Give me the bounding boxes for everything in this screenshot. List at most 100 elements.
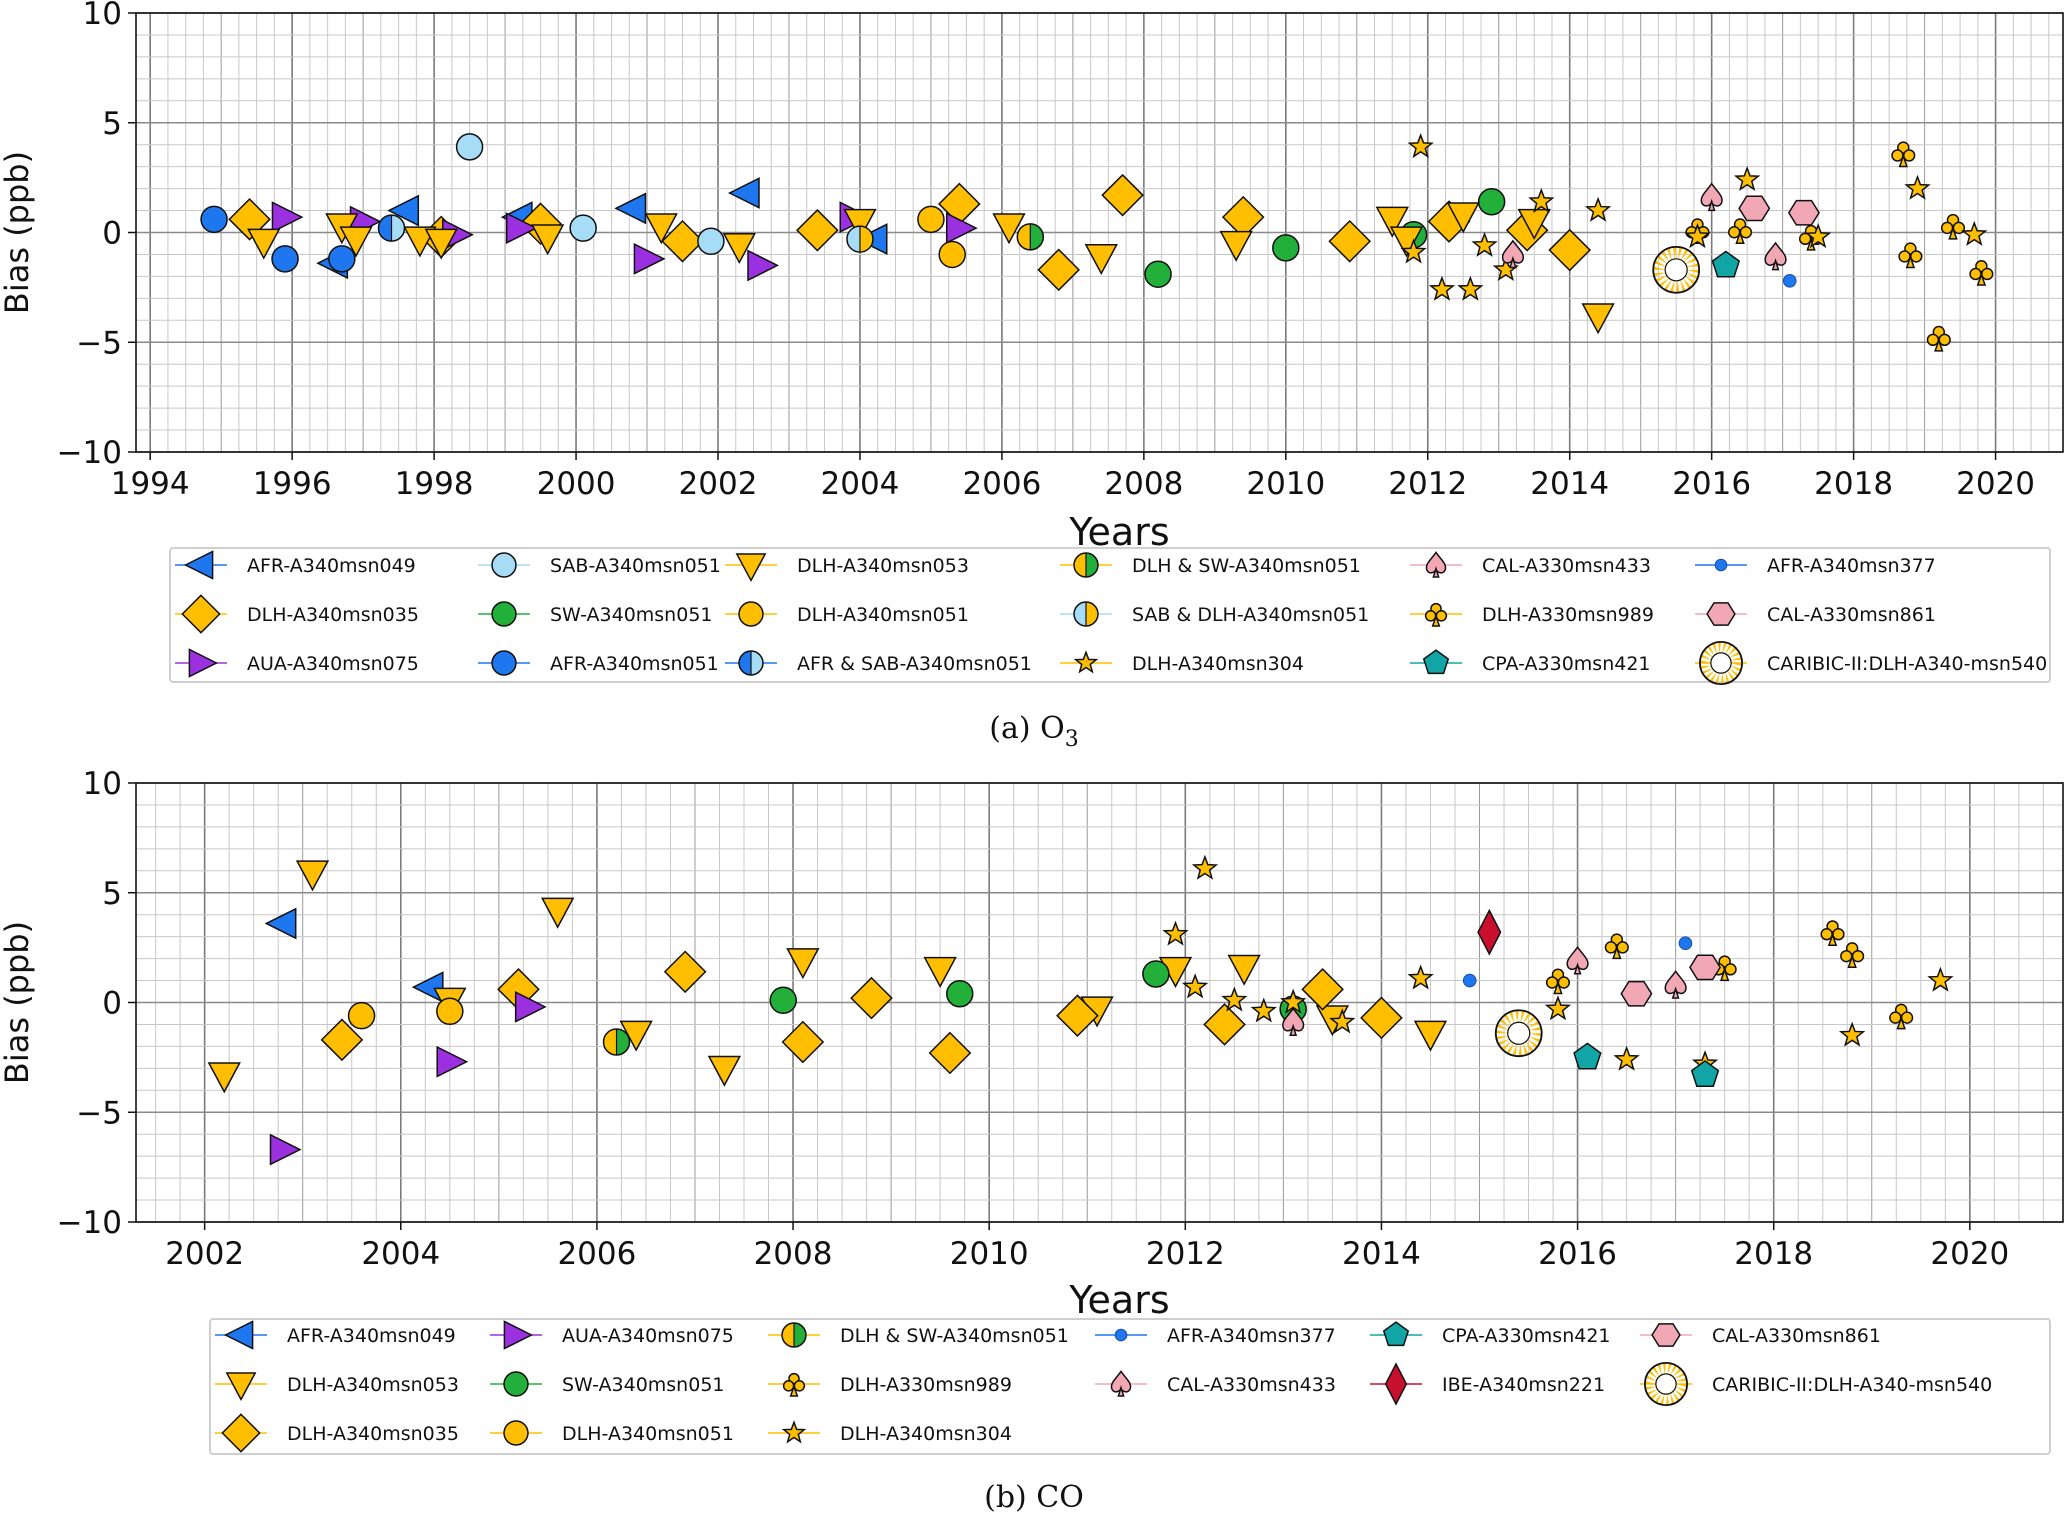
legend-item-dlh-a340msn053: DLH-A340msn053 <box>215 1372 459 1402</box>
legend-marker <box>782 1372 806 1397</box>
point-dlh-a340msn304 <box>1471 231 1498 257</box>
x-tick-label: 2018 <box>1734 1236 1813 1272</box>
y-tick-label: 10 <box>83 0 122 32</box>
x-tick-label: 2020 <box>1956 466 2035 502</box>
x-tick-label: 1996 <box>253 466 332 502</box>
point-cal-a330msn861 <box>1787 199 1820 226</box>
data-points <box>207 854 1954 1166</box>
legend-marker <box>188 648 219 678</box>
y-tick-label: −5 <box>76 1095 122 1131</box>
point-dlh-a340msn304 <box>1181 973 1209 999</box>
point-dlh-a340msn304 <box>1528 187 1555 213</box>
series-dlh-a340msn035 <box>228 173 1592 292</box>
point-dlh-a330msn989 <box>1545 968 1571 995</box>
legend-label: CAL-A330msn861 <box>1767 604 1936 626</box>
point-sw-a340msn051 <box>1272 234 1300 262</box>
series-afr-sab-a340msn051 <box>377 214 406 242</box>
gridlines <box>136 782 2063 1223</box>
point-dlh-a340msn035 <box>1328 219 1372 263</box>
point-cal-a330msn861 <box>1620 980 1653 1007</box>
point-dlh-a340msn035 <box>928 1031 972 1075</box>
point-cal-a330msn433 <box>1501 239 1525 269</box>
point-dlh-a340msn304 <box>1329 1008 1356 1034</box>
legend: AFR-A340msn049 DLH-A340msn035 AUA-A340msn0… <box>169 547 2051 686</box>
legend-item-afr-a340msn377: AFR-A340msn377 <box>1095 1325 1336 1347</box>
legend-item-caribic-ii-dlh-a340-msn540: CARIBIC-II:DLH-A340-msn540 <box>1640 1361 1992 1407</box>
point-afr-a340msn377 <box>1678 936 1693 951</box>
legend-marker <box>1384 1362 1408 1406</box>
point-dlh-a340msn053 <box>531 224 565 256</box>
x-tick-label: 1994 <box>111 466 190 502</box>
point-caribic-ii-dlh-a340-msn540 <box>1652 245 1701 294</box>
legend-item-ibe-a340msn221: IBE-A340msn221 <box>1370 1362 1605 1406</box>
series-sab-dlh-a340msn051 <box>846 225 874 253</box>
point-sab-a340msn051 <box>455 133 484 161</box>
legend-label: DLH-A340msn051 <box>797 604 969 626</box>
point-dlh-a340msn053 <box>923 956 957 988</box>
legend-marker <box>781 1420 807 1444</box>
point-sw-a340msn051 <box>1142 960 1170 988</box>
legend-item-dlh-a340msn035: DLH-A340msn035 <box>175 594 419 634</box>
legend-item-dlh-sw-a340msn051: DLH & SW-A340msn051 <box>768 1322 1069 1348</box>
point-dlh-a340msn053 <box>1227 954 1261 986</box>
x-tick-label: 2016 <box>1672 466 1751 502</box>
point-dlh-a330msn989 <box>1926 325 1951 352</box>
x-tick-label: 2002 <box>679 466 758 502</box>
legend-item-aua-a340msn075: AUA-A340msn075 <box>490 1320 734 1350</box>
legend-marker <box>225 1372 257 1402</box>
point-dlh-a340msn304 <box>1904 174 1931 200</box>
x-tick-label: 2014 <box>1342 1236 1421 1272</box>
point-dlh-a340msn053 <box>424 228 458 260</box>
series-dlh-a340msn035 <box>320 950 1403 1075</box>
x-tick-label: 2010 <box>1246 466 1325 502</box>
point-sw-a340msn051 <box>769 986 797 1015</box>
legend-marker <box>738 601 764 627</box>
legend-label: CAL-A330msn433 <box>1167 1374 1336 1396</box>
series-afr-a340msn049 <box>264 907 444 1004</box>
legend-label: DLH-A340msn304 <box>1132 653 1304 675</box>
series-dlh-a340msn304 <box>1684 165 1988 249</box>
point-cal-a330msn433 <box>1664 970 1687 999</box>
point-dlh-a340msn304 <box>1927 966 1954 992</box>
point-dlh-a340msn035 <box>781 1020 825 1064</box>
x-tick-label: 2000 <box>537 466 616 502</box>
point-cal-a330msn433 <box>1282 1007 1305 1037</box>
legend-marker <box>181 594 221 634</box>
y-tick-label: −5 <box>76 325 122 361</box>
point-dlh-a330msn989 <box>1840 942 1865 968</box>
chart-o3: 1994 1996 1998 2000 2002 2004 2006 2008 2010 2012… <box>0 0 2064 752</box>
x-tick-label: 2006 <box>962 466 1041 502</box>
series-dlh-a340msn304 <box>1400 133 1612 301</box>
legend-label: DLH-A330msn989 <box>1482 604 1654 626</box>
legend-label: SAB & DLH-A340msn051 <box>1132 604 1369 626</box>
legend-marker <box>503 1371 529 1397</box>
point-dlh-a340msn053 <box>403 226 437 258</box>
legend-item-dlh-sw-a340msn051: DLH & SW-A340msn051 <box>1060 552 1361 578</box>
legend-item-sw-a340msn051: SW-A340msn051 <box>478 601 713 627</box>
point-dlh-a330msn989 <box>1604 933 1629 960</box>
point-dlh-a340msn053 <box>1375 206 1409 238</box>
point-ibe-a340msn221 <box>1477 908 1502 956</box>
series-dlh-a340msn051 <box>347 997 464 1030</box>
legend-label: AFR-A340msn049 <box>247 555 416 577</box>
y-tick-label: 5 <box>102 106 122 142</box>
point-dlh-a340msn035 <box>850 976 893 1020</box>
point-dlh-a340msn304 <box>1191 854 1219 880</box>
point-aua-a340msn075 <box>269 1133 302 1166</box>
legend-item-dlh-a340msn051: DLH-A340msn051 <box>725 601 969 627</box>
point-dlh-a340msn035 <box>796 208 839 252</box>
legend-item-cpa-a330msn421: CPA-A330msn421 <box>1370 1321 1611 1347</box>
point-dlh-a340msn053 <box>707 1055 742 1087</box>
x-tick-label: 2010 <box>950 1236 1029 1272</box>
point-dlh-a340msn035 <box>1548 228 1592 272</box>
point-dlh-a340msn053 <box>541 897 575 929</box>
legend-item-afr-a340msn377: AFR-A340msn377 <box>1695 555 1936 577</box>
y-axis-label: Bias (ppb) <box>0 921 36 1084</box>
series-cal-a330msn433 <box>1501 182 1787 271</box>
point-dlh-a340msn051 <box>938 240 966 269</box>
series-cpa-a330msn421 <box>1711 250 1741 278</box>
legend-label: CAL-A330msn861 <box>1712 1325 1881 1347</box>
legend-marker <box>503 1420 529 1446</box>
